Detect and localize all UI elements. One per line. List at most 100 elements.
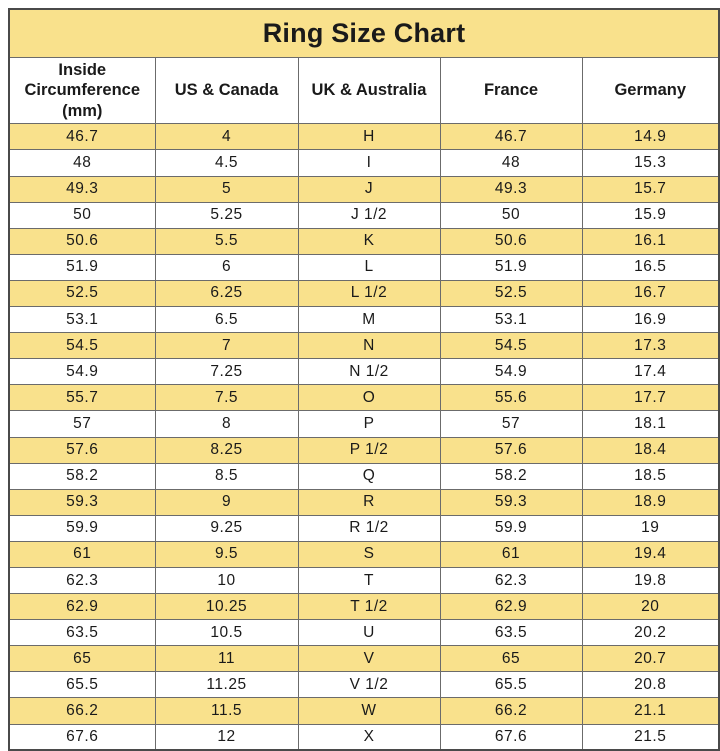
cell-inside-circumference: 57 — [8, 410, 156, 438]
cell-uk-australia: O — [297, 384, 441, 412]
table-row: 59.3 9 R 59.3 18.9 — [8, 488, 720, 516]
cell-inside-circumference: 58.2 — [8, 462, 156, 490]
cell-germany: 15.7 — [581, 175, 720, 203]
chart-title-row: Ring Size Chart — [8, 8, 720, 58]
cell-us-canada: 5.25 — [154, 201, 299, 229]
cell-france: 52.5 — [439, 279, 583, 308]
cell-inside-circumference: 49.3 — [8, 175, 156, 203]
cell-us-canada: 6.5 — [154, 306, 299, 334]
cell-uk-australia: Q — [297, 462, 441, 490]
table-row: 51.9 6 L 51.9 16.5 — [8, 253, 720, 281]
cell-inside-circumference: 51.9 — [8, 253, 156, 281]
table-row: 65 11 V 65 20.7 — [8, 645, 720, 673]
cell-germany: 21.5 — [581, 723, 720, 751]
column-header-france: France — [439, 56, 583, 125]
table-header-row: Inside Circumference (mm) US & Canada UK… — [8, 56, 720, 125]
cell-france: 50 — [439, 201, 583, 229]
cell-france: 57 — [439, 410, 583, 438]
table-row: 49.3 5 J 49.3 15.7 — [8, 175, 720, 203]
table-body: 46.7 4 H 46.7 14.9 48 4.5 I 48 15.3 49.3 5 J 49.3 15.7… — [8, 123, 720, 751]
cell-us-canada: 11.25 — [154, 671, 299, 699]
cell-uk-australia: R 1/2 — [297, 514, 441, 542]
cell-france: 49.3 — [439, 175, 583, 203]
cell-france: 65.5 — [439, 671, 583, 699]
cell-inside-circumference: 61 — [8, 540, 156, 568]
cell-germany: 19.4 — [581, 540, 720, 568]
cell-us-canada: 4 — [154, 123, 299, 151]
cell-us-canada: 8 — [154, 410, 299, 438]
table-row: 59.9 9.25 R 1/2 59.9 19 — [8, 514, 720, 542]
cell-us-canada: 5.5 — [154, 227, 299, 255]
cell-us-canada: 6 — [154, 253, 299, 281]
cell-france: 51.9 — [439, 253, 583, 281]
table-row: 62.3 10 T 62.3 19.8 — [8, 566, 720, 595]
cell-inside-circumference: 50.6 — [8, 227, 156, 255]
cell-us-canada: 10.5 — [154, 619, 299, 647]
cell-germany: 16.1 — [581, 227, 720, 255]
cell-uk-australia: M — [297, 306, 441, 334]
cell-france: 58.2 — [439, 462, 583, 490]
cell-uk-australia: N 1/2 — [297, 358, 441, 386]
ring-size-chart: Ring Size Chart Inside Circumference (mm… — [8, 8, 720, 751]
cell-uk-australia: T 1/2 — [297, 593, 441, 621]
cell-us-canada: 7.25 — [154, 358, 299, 386]
column-header-circumference-line1: Inside Circumference — [24, 60, 141, 100]
table-row: 54.5 7 N 54.5 17.3 — [8, 332, 720, 360]
cell-us-canada: 4.5 — [154, 149, 299, 177]
cell-us-canada: 9.25 — [154, 514, 299, 542]
cell-france: 61 — [439, 540, 583, 568]
cell-us-canada: 10.25 — [154, 593, 299, 621]
cell-france: 46.7 — [439, 123, 583, 151]
table-row: 58.2 8.5 Q 58.2 18.5 — [8, 462, 720, 490]
cell-us-canada: 9.5 — [154, 540, 299, 568]
cell-inside-circumference: 63.5 — [8, 619, 156, 647]
cell-us-canada: 10 — [154, 566, 299, 595]
cell-france: 63.5 — [439, 619, 583, 647]
cell-germany: 17.3 — [581, 332, 720, 360]
cell-inside-circumference: 53.1 — [8, 306, 156, 334]
table-row: 57 8 P 57 18.1 — [8, 410, 720, 438]
cell-germany: 16.9 — [581, 306, 720, 334]
cell-uk-australia: T — [297, 566, 441, 595]
cell-germany: 17.7 — [581, 384, 720, 412]
cell-uk-australia: U — [297, 619, 441, 647]
table-row: 54.9 7.25 N 1/2 54.9 17.4 — [8, 358, 720, 386]
cell-france: 54.9 — [439, 358, 583, 386]
cell-france: 66.2 — [439, 697, 583, 725]
cell-us-canada: 9 — [154, 488, 299, 516]
cell-inside-circumference: 48 — [8, 149, 156, 177]
cell-uk-australia: V — [297, 645, 441, 673]
cell-us-canada: 5 — [154, 175, 299, 203]
cell-france: 62.3 — [439, 566, 583, 595]
cell-germany: 18.4 — [581, 436, 720, 464]
cell-france: 50.6 — [439, 227, 583, 255]
cell-uk-australia: J — [297, 175, 441, 203]
cell-germany: 14.9 — [581, 123, 720, 151]
cell-germany: 18.9 — [581, 488, 720, 516]
table-row: 66.2 11.5 W 66.2 21.1 — [8, 697, 720, 725]
table-row: 46.7 4 H 46.7 14.9 — [8, 123, 720, 151]
cell-france: 59.9 — [439, 514, 583, 542]
cell-france: 62.9 — [439, 593, 583, 621]
table-row: 67.6 12 X 67.6 21.5 — [8, 723, 720, 751]
cell-france: 48 — [439, 149, 583, 177]
cell-france: 59.3 — [439, 488, 583, 516]
cell-germany: 17.4 — [581, 358, 720, 386]
table-row: 65.5 11.25 V 1/2 65.5 20.8 — [8, 671, 720, 699]
cell-uk-australia: R — [297, 488, 441, 516]
cell-france: 67.6 — [439, 723, 583, 751]
cell-germany: 18.1 — [581, 410, 720, 438]
table-row: 50 5.25 J 1/2 50 15.9 — [8, 201, 720, 229]
cell-uk-australia: N — [297, 332, 441, 360]
cell-germany: 18.5 — [581, 462, 720, 490]
cell-uk-australia: K — [297, 227, 441, 255]
cell-uk-australia: X — [297, 723, 441, 751]
cell-inside-circumference: 66.2 — [8, 697, 156, 725]
cell-germany: 21.1 — [581, 697, 720, 725]
cell-uk-australia: L 1/2 — [297, 279, 441, 308]
column-header-uk-australia: UK & Australia — [297, 56, 441, 125]
cell-inside-circumference: 59.9 — [8, 514, 156, 542]
cell-inside-circumference: 55.7 — [8, 384, 156, 412]
cell-uk-australia: J 1/2 — [297, 201, 441, 229]
cell-germany: 20.7 — [581, 645, 720, 673]
